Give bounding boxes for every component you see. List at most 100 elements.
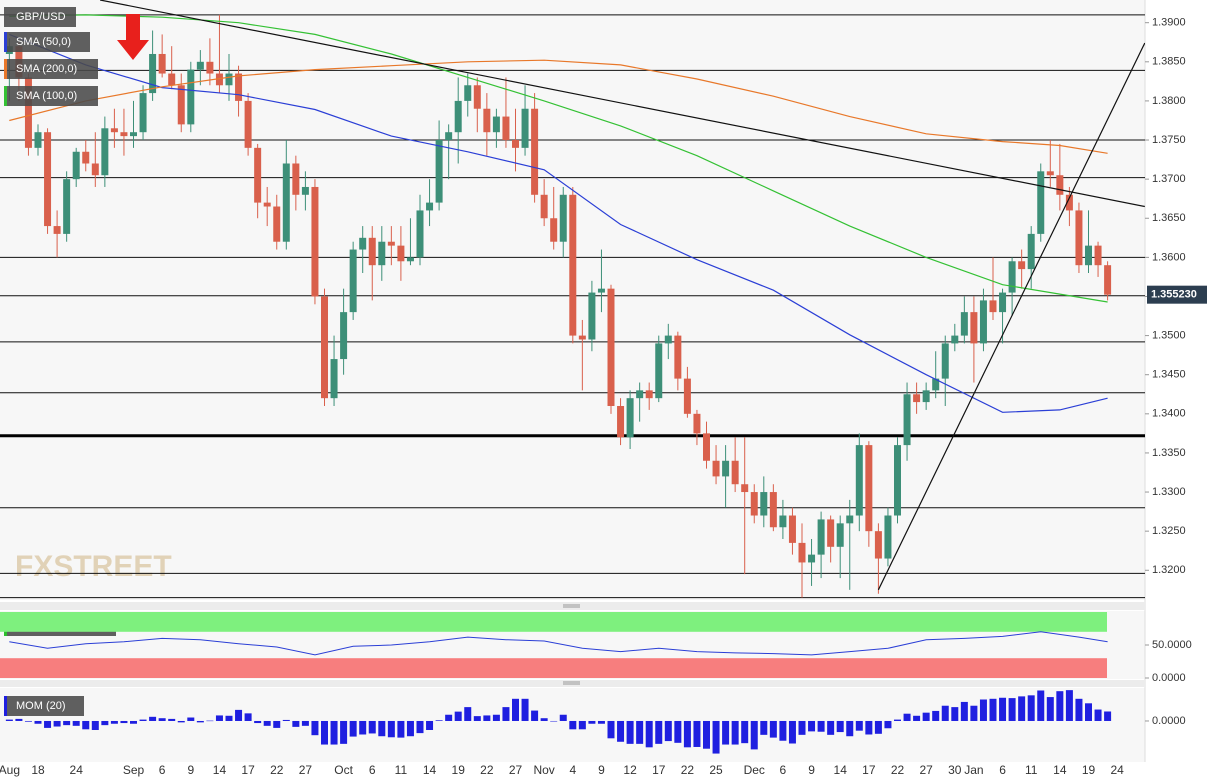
candle-body [578, 335, 586, 340]
mom-bar [741, 720, 749, 744]
mom-bar [416, 720, 424, 734]
x-tick-label: 27 [509, 763, 523, 777]
candle-body [722, 460, 730, 477]
mom-bar [874, 720, 882, 734]
candle-body [817, 519, 825, 555]
candle-body [932, 378, 940, 391]
y-tick-label: 1.3400 [1152, 408, 1186, 420]
candle-body [1094, 245, 1102, 266]
candle-body [34, 132, 42, 148]
x-tick-label: 11 [1025, 763, 1038, 777]
mom-bar [903, 713, 911, 721]
mom-bar [82, 720, 90, 730]
x-tick-label: 6 [999, 763, 1006, 777]
mom-bar [483, 715, 491, 721]
candle-body [502, 116, 510, 141]
y-tick-label: 1.3200 [1152, 564, 1186, 576]
mom-bar [540, 718, 548, 721]
arrow-annotation [117, 14, 149, 60]
candle-body [321, 296, 328, 399]
mom-bar [626, 720, 634, 744]
x-tick-label: 18 [31, 763, 45, 777]
mom-bar [512, 698, 519, 721]
mom-bar [206, 720, 214, 722]
mom-bar [330, 720, 338, 745]
mom-bar [406, 720, 414, 737]
candle-body [683, 378, 691, 414]
mom-bar [168, 718, 176, 721]
mom-bar [426, 720, 434, 730]
candle-body [588, 292, 596, 340]
x-tick-label: 11 [395, 763, 408, 777]
candle-body [903, 394, 911, 446]
mom-bar [359, 720, 367, 735]
mom-bar [1046, 697, 1054, 721]
mom-bar [72, 720, 80, 726]
mom-bar [960, 701, 968, 721]
mom-bar [913, 715, 921, 721]
price-marks [0, 0, 1145, 599]
mom-bar [63, 720, 71, 726]
mom-bar [1027, 695, 1035, 721]
candle-body [512, 140, 519, 148]
pane-divider[interactable] [0, 602, 1145, 610]
mom-bar [769, 720, 777, 738]
candle-body [63, 179, 71, 234]
candle-body [703, 433, 710, 461]
rsi-line [9, 631, 1108, 656]
x-tick-label: 6 [159, 763, 166, 777]
x-tick-label: 22 [270, 763, 284, 777]
mom-bar [235, 709, 243, 721]
mom-bar [464, 707, 472, 721]
candle-body [464, 85, 472, 101]
mom-bar [282, 719, 290, 721]
y-tick-label: 1.3500 [1152, 329, 1186, 341]
x-tick-label: 24 [70, 763, 84, 777]
mom-bar [435, 720, 443, 721]
legend-swatch [4, 32, 7, 52]
candle-body [82, 151, 90, 164]
candle-body [655, 343, 663, 399]
x-tick-label: Dec [744, 763, 765, 777]
candle-body [282, 163, 290, 242]
candle-body [101, 128, 109, 176]
candle-body [855, 445, 863, 516]
candle-body [989, 300, 997, 313]
candle-body [263, 202, 271, 207]
candle-body [531, 108, 539, 195]
legend-box [4, 32, 90, 52]
candle-body [636, 390, 644, 399]
mom-bar [617, 720, 625, 742]
mom-bar [569, 720, 577, 730]
mom-bar [1018, 696, 1026, 721]
candle-body [788, 515, 796, 543]
candle-body [378, 241, 386, 266]
mom-bar [1075, 698, 1083, 721]
candle-body [359, 237, 367, 250]
x-tick-label: 22 [891, 763, 905, 777]
y-tick-label: 1.3450 [1152, 369, 1186, 381]
legend-label: GBP/USD [16, 11, 66, 23]
candle-body [435, 140, 443, 203]
x-tick-label: Aug [0, 763, 20, 777]
mom-bar [24, 720, 32, 722]
candle-body [1046, 171, 1054, 176]
x-tick-label: 17 [241, 763, 255, 777]
candle-body [645, 390, 653, 399]
mom-bar [110, 720, 118, 724]
candle-body [301, 186, 309, 195]
candle-body [53, 226, 61, 234]
x-tick-label: Sep [123, 763, 145, 777]
mom-bar [273, 720, 281, 728]
mom-bar [817, 720, 825, 732]
y-tick-label: 1.3650 [1152, 212, 1186, 224]
mom-bar [502, 707, 510, 721]
mom-bar [1104, 711, 1112, 721]
candle-body [607, 288, 615, 406]
mom-bar [263, 720, 271, 726]
trend-line [99, 0, 1145, 208]
candle-body [1027, 233, 1035, 270]
x-tick-label: 19 [452, 763, 466, 777]
